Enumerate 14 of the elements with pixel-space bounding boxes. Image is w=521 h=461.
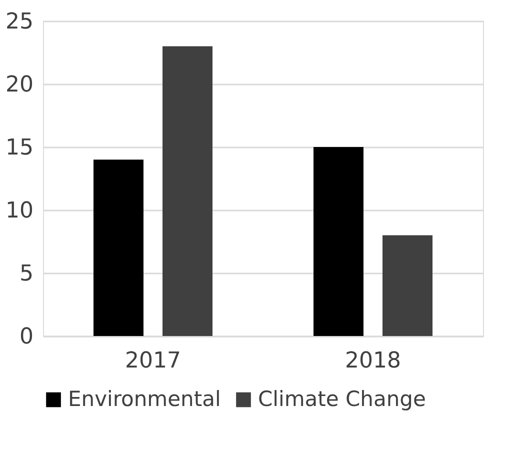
- bar: [162, 46, 213, 336]
- y-tick-label: 20: [6, 72, 34, 98]
- y-tick-label: 25: [6, 10, 34, 34]
- x-tick-label: 2017: [125, 348, 181, 374]
- legend-label: Environmental: [68, 386, 221, 411]
- bar: [313, 147, 364, 336]
- legend-label: Climate Change: [258, 386, 426, 411]
- y-tick-label: 0: [20, 324, 34, 350]
- bar: [382, 235, 433, 336]
- bar: [93, 160, 144, 336]
- y-tick-label: 5: [20, 262, 34, 286]
- x-tick-label: 2018: [345, 348, 401, 374]
- y-tick-label: 10: [6, 198, 34, 224]
- y-tick-label: 15: [6, 136, 34, 160]
